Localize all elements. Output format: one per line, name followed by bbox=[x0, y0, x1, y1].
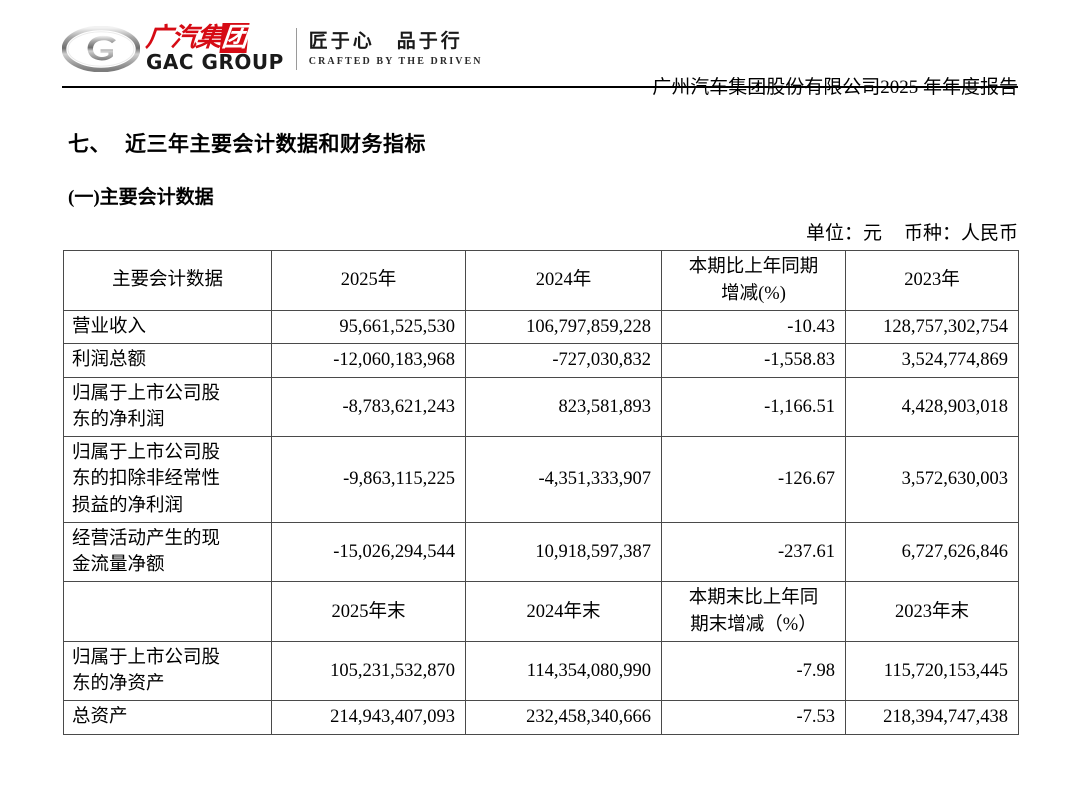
row-value-change: -1,166.51 bbox=[661, 376, 846, 438]
row-value-2024: -4,351,333,907 bbox=[465, 436, 662, 523]
row-value-change: -237.61 bbox=[661, 521, 846, 583]
row-value-2023: 218,394,747,438 bbox=[845, 700, 1019, 735]
secondary-header-change-line1: 本期末比上年同 bbox=[688, 588, 819, 609]
row-value-2024: -727,030,832 bbox=[465, 343, 662, 378]
table-row: 归属于上市公司股 东的净资产 105,231,532,870 114,354,0… bbox=[63, 640, 1019, 702]
row-value-2023: 3,524,774,869 bbox=[845, 343, 1019, 378]
secondary-header-cell-blank bbox=[63, 581, 272, 642]
secondary-header-cell-2024-end: 2024年末 bbox=[465, 581, 662, 642]
row-label-line: 归属于上市公司股 bbox=[72, 443, 221, 464]
unit-and-currency-line: 单位：元 币种：人民币 bbox=[806, 218, 1018, 245]
header-rule bbox=[62, 86, 1018, 88]
row-value-2025: -15,026,294,544 bbox=[271, 521, 466, 583]
header-cell-2024: 2024年 bbox=[465, 250, 662, 311]
row-label-line: 归属于上市公司股 bbox=[72, 647, 221, 668]
row-label-line: 经营活动产生的现 bbox=[72, 528, 221, 549]
table-header-row: 主要会计数据 2025年 2024年 本期比上年同期 增减(%) 2023年 bbox=[63, 250, 1019, 311]
header-cell-2025: 2025年 bbox=[271, 250, 466, 311]
row-value-2024: 114,354,080,990 bbox=[465, 640, 662, 702]
section-heading: 七、 近三年主要会计数据和财务指标 bbox=[68, 128, 426, 158]
row-value-2025: 214,943,407,093 bbox=[271, 700, 466, 735]
logo-brand-cn: 广汽集团 bbox=[144, 23, 250, 53]
secondary-header-cell-2025-end: 2025年末 bbox=[271, 581, 466, 642]
row-label-line: 金流量净额 bbox=[72, 555, 165, 576]
table-row: 营业收入 95,661,525,530 106,797,859,228 -10.… bbox=[63, 309, 1019, 345]
gac-ellipse-g-emblem bbox=[62, 26, 140, 72]
currency-label: 币种：人民币 bbox=[903, 223, 1018, 244]
logo-divider bbox=[295, 28, 297, 70]
header-change-line1: 本期比上年同期 bbox=[688, 257, 819, 278]
table-row: 归属于上市公司股 东的净利润 -8,783,621,243 823,581,89… bbox=[63, 376, 1019, 438]
row-value-2024: 106,797,859,228 bbox=[465, 309, 662, 345]
header-cell-2023: 2023年 bbox=[845, 250, 1019, 311]
row-value-2023: 4,428,903,018 bbox=[845, 376, 1019, 438]
row-label: 归属于上市公司股 东的净利润 bbox=[63, 376, 272, 438]
row-value-2023: 128,757,302,754 bbox=[845, 309, 1019, 345]
row-label-line: 东的净资产 bbox=[72, 674, 165, 695]
page-header: 广汽集团 GAC GROUP 匠于心 品于行 CRAFTED BY THE DR… bbox=[62, 22, 1018, 98]
secondary-header-change-line2: 期末增减（%） bbox=[690, 614, 817, 635]
row-label: 归属于上市公司股 东的净资产 bbox=[63, 640, 272, 702]
secondary-header-cell-change-pct: 本期末比上年同 期末增减（%） bbox=[661, 581, 846, 642]
row-value-2024: 10,918,597,387 bbox=[465, 521, 662, 583]
sub-heading: (一)主要会计数据 bbox=[68, 187, 214, 208]
row-value-2025: -9,863,115,225 bbox=[271, 436, 466, 523]
slogan-cn: 匠于心 品于行 bbox=[308, 30, 463, 52]
row-value-2025: 95,661,525,530 bbox=[271, 309, 466, 345]
logo-brand-en: GAC GROUP bbox=[146, 50, 284, 74]
header-change-line2: 增减(%) bbox=[721, 283, 786, 304]
row-value-2024: 232,458,340,666 bbox=[465, 700, 662, 735]
logo-wordmark: 广汽集团 GAC GROUP bbox=[144, 23, 284, 74]
row-label: 营业收入 bbox=[63, 309, 272, 345]
row-value-change: -126.67 bbox=[661, 436, 846, 523]
row-value-2023: 115,720,153,445 bbox=[845, 640, 1019, 702]
slogan-en: CRAFTED BY THE DRIVEN bbox=[308, 55, 483, 67]
row-value-change: -7.98 bbox=[661, 640, 846, 702]
secondary-header-cell-2023-end: 2023年末 bbox=[845, 581, 1019, 642]
row-value-change: -7.53 bbox=[661, 700, 846, 735]
unit-label: 单位：元 bbox=[805, 223, 882, 244]
section-title: 近三年主要会计数据和财务指标 bbox=[125, 132, 426, 156]
row-value-2023: 6,727,626,846 bbox=[845, 521, 1019, 583]
row-label-line: 东的扣除非经常性 bbox=[72, 469, 221, 490]
row-label-line: 归属于上市公司股 bbox=[72, 383, 221, 404]
section-number: 七、 bbox=[68, 132, 111, 156]
row-value-2024: 823,581,893 bbox=[465, 376, 662, 438]
gac-group-logo: 广汽集团 GAC GROUP 匠于心 品于行 CRAFTED BY THE DR… bbox=[62, 22, 483, 76]
row-label: 总资产 bbox=[63, 700, 272, 735]
table-row: 利润总额 -12,060,183,968 -727,030,832 -1,558… bbox=[63, 343, 1019, 378]
table-secondary-header-row: 2025年末 2024年末 本期末比上年同 期末增减（%） 2023年末 bbox=[63, 581, 1019, 642]
table-row: 经营活动产生的现 金流量净额 -15,026,294,544 10,918,59… bbox=[63, 521, 1019, 583]
main-accounting-data-table: 主要会计数据 2025年 2024年 本期比上年同期 增减(%) 2023年 营… bbox=[63, 250, 1019, 735]
row-label-line: 东的净利润 bbox=[72, 409, 165, 430]
table-row: 总资产 214,943,407,093 232,458,340,666 -7.5… bbox=[63, 700, 1019, 735]
row-value-2025: 105,231,532,870 bbox=[271, 640, 466, 702]
row-value-2025: -12,060,183,968 bbox=[271, 343, 466, 378]
row-label-line: 损益的净利润 bbox=[72, 495, 184, 516]
logo-slogan: 匠于心 品于行 CRAFTED BY THE DRIVEN bbox=[309, 25, 483, 73]
row-label: 利润总额 bbox=[63, 343, 272, 378]
row-value-2023: 3,572,630,003 bbox=[845, 436, 1019, 523]
table-row: 归属于上市公司股 东的扣除非经常性 损益的净利润 -9,863,115,225 … bbox=[63, 436, 1019, 523]
row-value-change: -1,558.83 bbox=[661, 343, 846, 378]
row-label: 经营活动产生的现 金流量净额 bbox=[63, 521, 272, 583]
row-value-2025: -8,783,621,243 bbox=[271, 376, 466, 438]
header-cell-change-pct: 本期比上年同期 增减(%) bbox=[661, 250, 846, 311]
row-label: 归属于上市公司股 东的扣除非经常性 损益的净利润 bbox=[63, 436, 272, 523]
row-value-change: -10.43 bbox=[661, 309, 846, 345]
header-cell-metric: 主要会计数据 bbox=[63, 250, 272, 311]
